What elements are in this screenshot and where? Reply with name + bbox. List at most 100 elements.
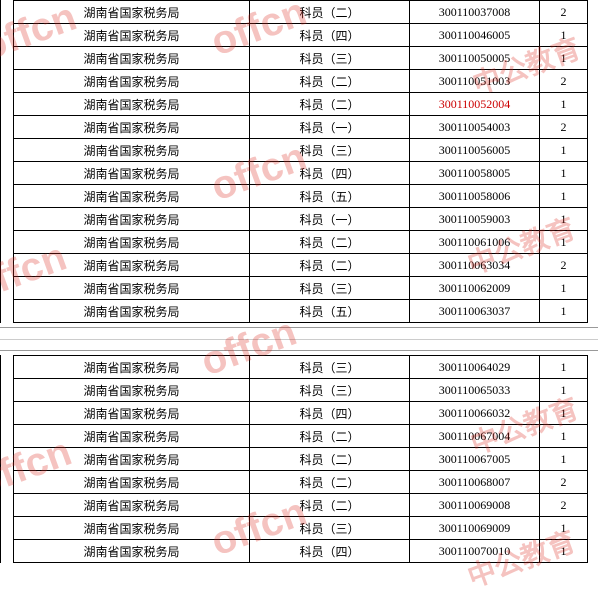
count-cell: 1 (540, 379, 588, 402)
table-row: 湖南省国家税务局科员（三）3001100640291 (14, 356, 588, 379)
position-cell: 科员（四） (250, 24, 410, 47)
count-cell: 2 (540, 254, 588, 277)
position-cell: 科员（二） (250, 70, 410, 93)
count-cell: 1 (540, 231, 588, 254)
count-cell: 1 (540, 517, 588, 540)
table-row: 湖南省国家税务局科员（二）3001100610061 (14, 231, 588, 254)
dept-cell: 湖南省国家税务局 (14, 70, 250, 93)
table-row: 湖南省国家税务局科员（三）3001100650331 (14, 379, 588, 402)
code-cell: 300110067005 (410, 448, 540, 471)
code-cell: 300110059003 (410, 208, 540, 231)
code-cell: 300110066032 (410, 402, 540, 425)
count-cell: 1 (540, 448, 588, 471)
position-cell: 科员（四） (250, 162, 410, 185)
code-cell: 300110058006 (410, 185, 540, 208)
table-row: 湖南省国家税务局科员（二）3001100370082 (14, 1, 588, 24)
position-cell: 科员（二） (250, 448, 410, 471)
table-row: 湖南省国家税务局科员（四）3001100660321 (14, 402, 588, 425)
table-row: 湖南省国家税务局科员（三）3001100620091 (14, 277, 588, 300)
dept-cell: 湖南省国家税务局 (14, 494, 250, 517)
dept-cell: 湖南省国家税务局 (14, 402, 250, 425)
count-cell: 1 (540, 93, 588, 116)
code-cell: 300110054003 (410, 116, 540, 139)
code-cell: 300110052004 (410, 93, 540, 116)
dept-cell: 湖南省国家税务局 (14, 300, 250, 323)
position-cell: 科员（二） (250, 231, 410, 254)
table-row: 湖南省国家税务局科员（三）3001100560051 (14, 139, 588, 162)
position-cell: 科员（一） (250, 208, 410, 231)
table-row: 湖南省国家税务局科员（五）3001100630371 (14, 300, 588, 323)
dept-cell: 湖南省国家税务局 (14, 425, 250, 448)
dept-cell: 湖南省国家税务局 (14, 1, 250, 24)
table-row: 湖南省国家税务局科员（二）3001100520041 (14, 93, 588, 116)
position-cell: 科员（三） (250, 379, 410, 402)
table-row: 湖南省国家税务局科员（四）3001100700101 (14, 540, 588, 563)
dept-cell: 湖南省国家税务局 (14, 277, 250, 300)
dept-cell: 湖南省国家税务局 (14, 540, 250, 563)
position-cell: 科员（三） (250, 517, 410, 540)
dept-cell: 湖南省国家税务局 (14, 208, 250, 231)
dept-cell: 湖南省国家税务局 (14, 517, 250, 540)
dept-cell: 湖南省国家税务局 (14, 93, 250, 116)
table-gap (0, 327, 598, 351)
dept-cell: 湖南省国家税务局 (14, 379, 250, 402)
table-row: 湖南省国家税务局科员（五）3001100580061 (14, 185, 588, 208)
dept-cell: 湖南省国家税务局 (14, 448, 250, 471)
tax-table-lower: 湖南省国家税务局科员（三）3001100640291湖南省国家税务局科员（三）3… (13, 355, 588, 563)
count-cell: 1 (540, 208, 588, 231)
position-cell: 科员（二） (250, 494, 410, 517)
table-row: 湖南省国家税务局科员（三）3001100500051 (14, 47, 588, 70)
dept-cell: 湖南省国家税务局 (14, 139, 250, 162)
position-cell: 科员（五） (250, 185, 410, 208)
dept-cell: 湖南省国家税务局 (14, 254, 250, 277)
position-cell: 科员（二） (250, 425, 410, 448)
count-cell: 1 (540, 47, 588, 70)
code-cell: 300110067004 (410, 425, 540, 448)
count-cell: 1 (540, 277, 588, 300)
count-cell: 1 (540, 162, 588, 185)
dept-cell: 湖南省国家税务局 (14, 471, 250, 494)
table-row: 湖南省国家税务局科员（一）3001100540032 (14, 116, 588, 139)
dept-cell: 湖南省国家税务局 (14, 231, 250, 254)
count-cell: 2 (540, 1, 588, 24)
table-row: 湖南省国家税务局科员（一）3001100590031 (14, 208, 588, 231)
code-cell: 300110070010 (410, 540, 540, 563)
dept-cell: 湖南省国家税务局 (14, 162, 250, 185)
dept-cell: 湖南省国家税务局 (14, 47, 250, 70)
table-row: 湖南省国家税务局科员（二）3001100680072 (14, 471, 588, 494)
code-cell: 300110064029 (410, 356, 540, 379)
position-cell: 科员（二） (250, 471, 410, 494)
count-cell: 2 (540, 494, 588, 517)
code-cell: 300110063037 (410, 300, 540, 323)
code-cell: 300110037008 (410, 1, 540, 24)
position-cell: 科员（四） (250, 402, 410, 425)
count-cell: 1 (540, 402, 588, 425)
position-cell: 科员（二） (250, 1, 410, 24)
dept-cell: 湖南省国家税务局 (14, 24, 250, 47)
table-row: 湖南省国家税务局科员（二）3001100670041 (14, 425, 588, 448)
table-row: 湖南省国家税务局科员（二）3001100510032 (14, 70, 588, 93)
position-cell: 科员（三） (250, 139, 410, 162)
count-cell: 1 (540, 139, 588, 162)
table-row: 湖南省国家税务局科员（三）3001100690091 (14, 517, 588, 540)
count-cell: 2 (540, 116, 588, 139)
count-cell: 2 (540, 70, 588, 93)
table-row: 湖南省国家税务局科员（二）3001100670051 (14, 448, 588, 471)
code-cell: 300110065033 (410, 379, 540, 402)
table-row: 湖南省国家税务局科员（二）3001100690082 (14, 494, 588, 517)
count-cell: 1 (540, 356, 588, 379)
position-cell: 科员（二） (250, 254, 410, 277)
code-cell: 300110069008 (410, 494, 540, 517)
position-cell: 科员（二） (250, 93, 410, 116)
table-row: 湖南省国家税务局科员（四）3001100460051 (14, 24, 588, 47)
code-cell: 300110068007 (410, 471, 540, 494)
code-cell: 300110056005 (410, 139, 540, 162)
count-cell: 2 (540, 471, 588, 494)
position-cell: 科员（三） (250, 47, 410, 70)
code-cell: 300110058005 (410, 162, 540, 185)
position-cell: 科员（三） (250, 356, 410, 379)
count-cell: 1 (540, 185, 588, 208)
count-cell: 1 (540, 540, 588, 563)
code-cell: 300110063034 (410, 254, 540, 277)
table-row: 湖南省国家税务局科员（四）3001100580051 (14, 162, 588, 185)
